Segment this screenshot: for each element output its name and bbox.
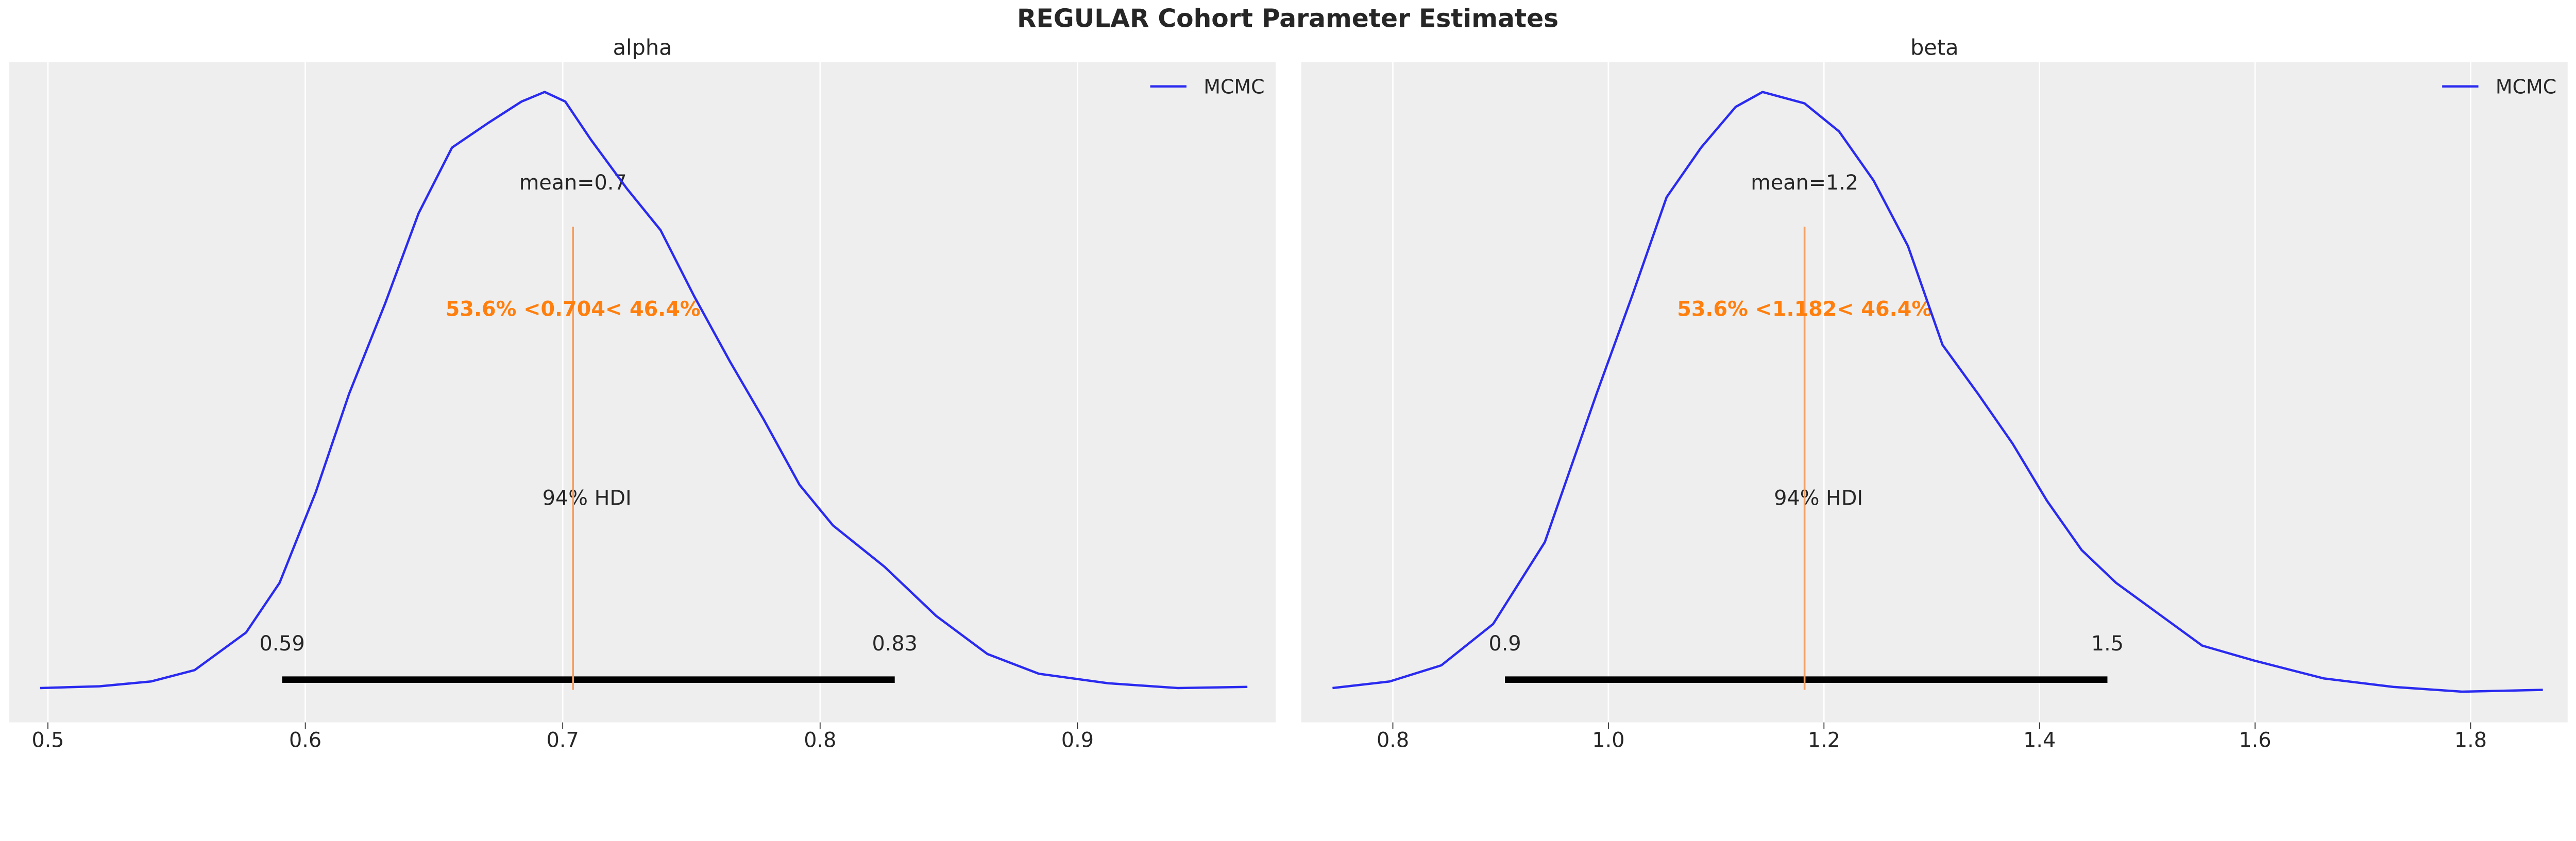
hdi-high-label: 0.83: [872, 632, 918, 656]
x-tick-label: 0.8: [1377, 728, 1409, 752]
mean-label: mean=1.2: [1751, 171, 1858, 195]
plot-area: [1301, 62, 2568, 723]
plot-area: [9, 62, 1276, 723]
panel-alpha: alpha 0.5 0.6 0.7 0.8 0.9 0.59 0.83 94% HDI mean=…: [9, 35, 1276, 752]
reference-annotation: 53.6% <0.704< 46.4%: [446, 297, 701, 321]
x-tick-label: 0.8: [804, 728, 836, 752]
mean-label: mean=0.7: [519, 171, 627, 195]
hdi-low-label: 0.59: [259, 632, 304, 656]
x-tick-label: 0.9: [1061, 728, 1094, 752]
x-tick-label: 0.5: [31, 728, 64, 752]
x-tick-label: 1.0: [1592, 728, 1624, 752]
panels: alpha 0.5 0.6 0.7 0.8 0.9 0.59 0.83 94% HDI mean=…: [9, 35, 2568, 752]
hdi-high-label: 1.5: [2091, 632, 2124, 656]
hdi-label: 94% HDI: [543, 487, 632, 510]
hdi-low-label: 0.9: [1489, 632, 1521, 656]
panel-beta: beta 0.8 1.0 1.2 1.4 1.6 1.8 0.9 1.5 94% HDI mean=…: [1301, 35, 2568, 752]
figure: REGULAR Cohort Parameter Estimates alpha…: [9, 4, 2568, 752]
hdi-label: 94% HDI: [1774, 487, 1863, 510]
x-tick-label: 1.8: [2454, 728, 2487, 752]
density-line: [1332, 91, 2543, 693]
legend-label: MCMC: [1204, 75, 1264, 98]
x-tick-label: 1.2: [1808, 728, 1840, 752]
x-tick-label: 0.7: [547, 728, 579, 752]
subplot-title: beta: [1910, 35, 1959, 60]
x-tick-label: 0.6: [289, 728, 321, 752]
density-line: [40, 91, 1248, 690]
x-tick-label: 1.4: [2023, 728, 2056, 752]
reference-annotation: 53.6% <1.182< 46.4%: [1677, 297, 1932, 321]
legend-label: MCMC: [2496, 75, 2556, 98]
subplot-title: alpha: [613, 35, 672, 60]
figure-title: REGULAR Cohort Parameter Estimates: [1017, 4, 1558, 33]
x-tick-label: 1.6: [2239, 728, 2272, 752]
